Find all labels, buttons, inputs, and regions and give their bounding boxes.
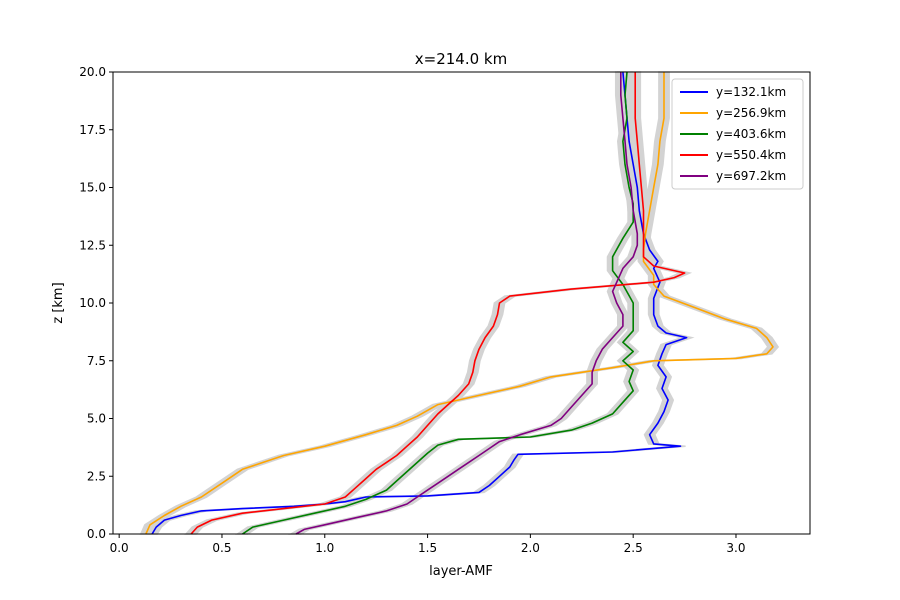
legend-label: y=697.2km — [716, 169, 786, 183]
legend-label: y=403.6km — [716, 127, 786, 141]
y-tick-label: 7.5 — [87, 354, 106, 368]
x-tick-label: 3.0 — [726, 541, 745, 555]
x-tick-label: 2.5 — [624, 541, 643, 555]
x-tick-label: 0.5 — [212, 541, 231, 555]
y-tick-label: 5.0 — [87, 412, 106, 426]
y-axis-ticks: 0.0 2.5 5.0 7.5 10.0 12.5 15.0 17.5 20.0 — [79, 65, 113, 541]
y-tick-label: 0.0 — [87, 527, 106, 541]
legend-label: y=256.9km — [716, 106, 786, 120]
legend-label: y=132.1km — [716, 85, 786, 99]
x-axis-label: layer-AMF — [429, 564, 493, 579]
series-line — [151, 71, 688, 535]
x-tick-label: 0.0 — [110, 541, 129, 555]
y-tick-label: 17.5 — [79, 123, 106, 137]
x-tick-label: 1.5 — [418, 541, 437, 555]
series-lines — [145, 71, 774, 535]
series-line — [295, 72, 639, 535]
y-tick-label: 15.0 — [79, 181, 106, 195]
legend-frame — [671, 78, 804, 190]
x-axis-ticks: 0.0 0.5 1.0 1.5 2.0 2.5 3.0 — [110, 534, 746, 555]
y-tick-label: 2.5 — [87, 469, 106, 483]
x-tick-label: 1.0 — [315, 541, 334, 555]
chart-title: x=214.0 km — [415, 50, 507, 68]
legend: y=132.1km y=256.9km y=403.6km y=550.4km y=69… — [671, 78, 804, 190]
y-tick-label: 12.5 — [79, 238, 106, 252]
x-tick-label: 2.0 — [521, 541, 540, 555]
series-line — [190, 72, 686, 535]
legend-label: y=550.4km — [716, 148, 786, 162]
y-axis-label: z [km] — [51, 282, 66, 323]
y-tick-label: 20.0 — [79, 65, 106, 79]
y-tick-label: 10.0 — [79, 296, 106, 310]
series-line — [145, 72, 774, 535]
